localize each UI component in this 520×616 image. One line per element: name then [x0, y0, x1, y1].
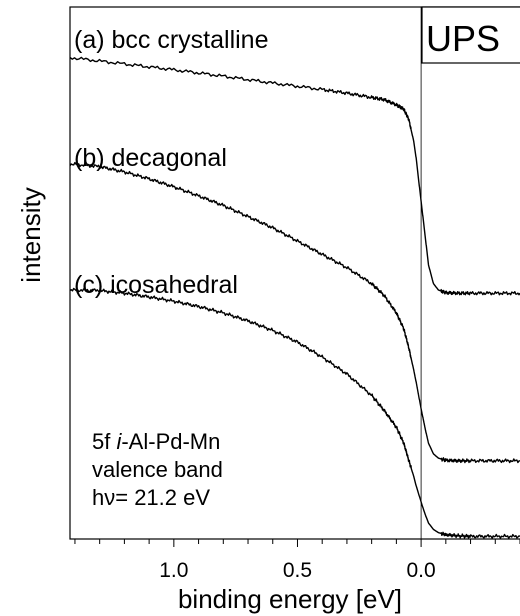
annotation-line-3: hν= 21.2 eV: [92, 485, 210, 510]
ups-label: UPS: [426, 18, 500, 59]
series-layer: [69, 56, 520, 539]
x-axis-title: binding energy [eV]: [178, 584, 402, 614]
annotation-line-1: 5f i-Al-Pd-Mn: [92, 429, 220, 454]
series-label-a: (a) bcc crystalline: [74, 26, 269, 54]
series-line-b: [69, 161, 520, 464]
x-tick-label: 0.0: [406, 559, 435, 582]
series-label-c: (c) icosahedral: [74, 271, 238, 299]
x-tick-label: 0.5: [283, 559, 312, 582]
series-label-b: (b) decagonal: [74, 144, 227, 172]
x-tick-label: 1.0: [159, 559, 188, 582]
y-axis-title: intensity: [16, 187, 46, 282]
x-ticks: 1.0 0.5 0.0: [74, 539, 520, 582]
annotation-line-2: valence band: [92, 457, 223, 482]
ups-box: [421, 6, 520, 64]
series-line-a: [69, 56, 520, 296]
plot-frame: [69, 6, 520, 540]
series-line-c: [69, 287, 520, 539]
